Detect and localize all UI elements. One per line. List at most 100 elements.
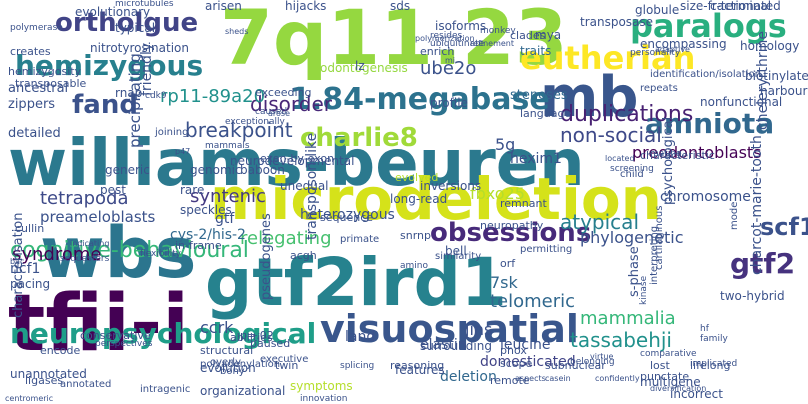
cloud-word: evolved — [395, 171, 439, 184]
cloud-word: microdeletion — [210, 165, 662, 233]
cloud-word: 7sk — [490, 273, 518, 292]
cloud-word: splicing — [340, 361, 375, 371]
cloud-word: family — [700, 334, 728, 344]
cloud-word: lost — [650, 359, 670, 372]
cloud-word: cys-2/his-2 — [170, 227, 246, 243]
cloud-word: eutherian — [520, 39, 696, 77]
cloud-word: reasoning — [390, 359, 445, 372]
cloud-word: orf — [500, 257, 516, 270]
cloud-word: symptoms — [290, 379, 353, 393]
cloud-word: tetrapoda — [40, 188, 129, 209]
cloud-word: cdk9 — [145, 91, 167, 101]
cloud-word: polymerase — [10, 23, 63, 33]
cloud-word: joining — [155, 127, 189, 138]
cloud-word: similarity — [435, 251, 482, 262]
cloud-word: land — [345, 329, 376, 345]
cloud-word: obsessions — [430, 218, 592, 248]
cloud-word: disorder — [250, 92, 333, 116]
cloud-word: language — [520, 107, 572, 120]
cloud-word: kinase — [639, 275, 649, 305]
cloud-word: 5g — [495, 135, 516, 154]
cloud-word: punctate — [640, 370, 690, 383]
cloud-word: transposon-like — [304, 132, 320, 240]
cloud-word: scf1 — [760, 213, 808, 241]
cloud-word: atypical — [560, 210, 639, 234]
cloud-word: organizational — [200, 384, 286, 398]
cloud-word: clades — [510, 29, 546, 42]
cloud-word: syndrome — [12, 244, 102, 265]
cloud-word: p=.02 — [240, 329, 274, 342]
cloud-word: visuospatial — [320, 307, 579, 351]
cloud-word: encompassing — [640, 37, 727, 51]
cloud-word: ccrk — [200, 318, 234, 337]
cloud-word: syntenic — [190, 186, 266, 207]
cloud-word: arisen — [205, 0, 242, 13]
cloud-word: ncf1 — [10, 261, 41, 277]
cloud-word: leucine — [500, 337, 551, 353]
cloud-word: refinement — [470, 39, 514, 48]
cloud-word: bony — [220, 366, 245, 377]
cloud-word: long-read — [390, 192, 448, 206]
cloud-word: subnuclear — [545, 359, 606, 372]
cloud-word: bell — [445, 244, 467, 258]
cloud-word: indicating — [70, 239, 110, 248]
cloud-word: duplications — [560, 102, 694, 127]
cloud-word: phox — [500, 344, 527, 357]
cloud-word: stenoses — [510, 88, 568, 103]
cloud-word: biotinylated — [745, 69, 808, 83]
cloud-word: ancestral — [8, 81, 69, 96]
cloud-word: odontogenesis — [320, 61, 408, 75]
cloud-word: neurodevelopmental — [230, 154, 355, 168]
cloud-word: enrich — [420, 45, 455, 58]
cloud-word: structural — [200, 344, 254, 357]
cloud-word: remnant — [500, 197, 547, 210]
cloud-word: hijacks — [285, 0, 327, 13]
cloud-word: ubiquitinate — [430, 39, 485, 49]
cloud-word: sds — [390, 0, 411, 13]
cloud-word: evolution — [200, 361, 256, 375]
cloud-word: virtue — [590, 352, 614, 361]
cloud-word: personality — [630, 48, 681, 58]
cloud-word: monkey — [480, 26, 516, 36]
cloud-word: repeats — [640, 83, 678, 94]
cloud-word: fand — [72, 90, 138, 120]
cloud-word: casein — [545, 374, 571, 383]
cloud-word: tfii-i — [8, 279, 189, 369]
cloud-word: heterozygous — [300, 207, 395, 223]
cloud-word: preameloblasts — [40, 208, 156, 226]
cloud-word: polyadenylation — [200, 359, 281, 370]
cloud-word: zippers — [8, 97, 56, 112]
cloud-word: baboon — [240, 163, 285, 177]
cloud-word: mating — [650, 149, 682, 159]
cloud-word: microtubules — [115, 0, 174, 9]
cloud-word: 7q11.23 — [220, 0, 568, 82]
cloud-word: cullin — [15, 222, 45, 235]
cloud-word: pacing — [10, 277, 51, 291]
cloud-word: neuropathy — [480, 219, 544, 232]
cloud-word: deletion — [440, 369, 497, 385]
cloud-word: gtf2 — [730, 247, 796, 280]
cloud-word: cheleryrthrine — [755, 31, 771, 130]
cloud-word: pseudogenes — [259, 213, 274, 300]
cloud-word: in-frame — [175, 239, 222, 252]
cloud-word: identification/isolation — [650, 69, 761, 80]
cloud-word: cognitive-behavioural — [10, 238, 249, 263]
cloud-word: transposase — [580, 15, 654, 29]
cloud-word: characteristic — [640, 149, 715, 162]
cloud-word: comparative — [640, 349, 697, 359]
cloud-word: rare — [180, 183, 205, 197]
cloud-word: intragenic — [140, 384, 191, 395]
cloud-word: belonging — [570, 357, 615, 367]
cloud-word: ortholgue — [55, 8, 199, 38]
cloud-word: charlie8 — [300, 123, 418, 153]
cloud-word: twin — [275, 359, 299, 372]
cloud-word: gtf — [215, 211, 235, 227]
cloud-word: child — [620, 169, 644, 180]
cloud-word: diversification — [650, 384, 707, 393]
cloud-word: 1.84-megabase — [290, 82, 550, 117]
cloud-word: ligases — [25, 374, 64, 387]
cloud-word: acgh — [290, 249, 317, 262]
cloud-word: precipitating — [126, 53, 144, 148]
cloud-word: phylogenetic — [580, 228, 684, 247]
